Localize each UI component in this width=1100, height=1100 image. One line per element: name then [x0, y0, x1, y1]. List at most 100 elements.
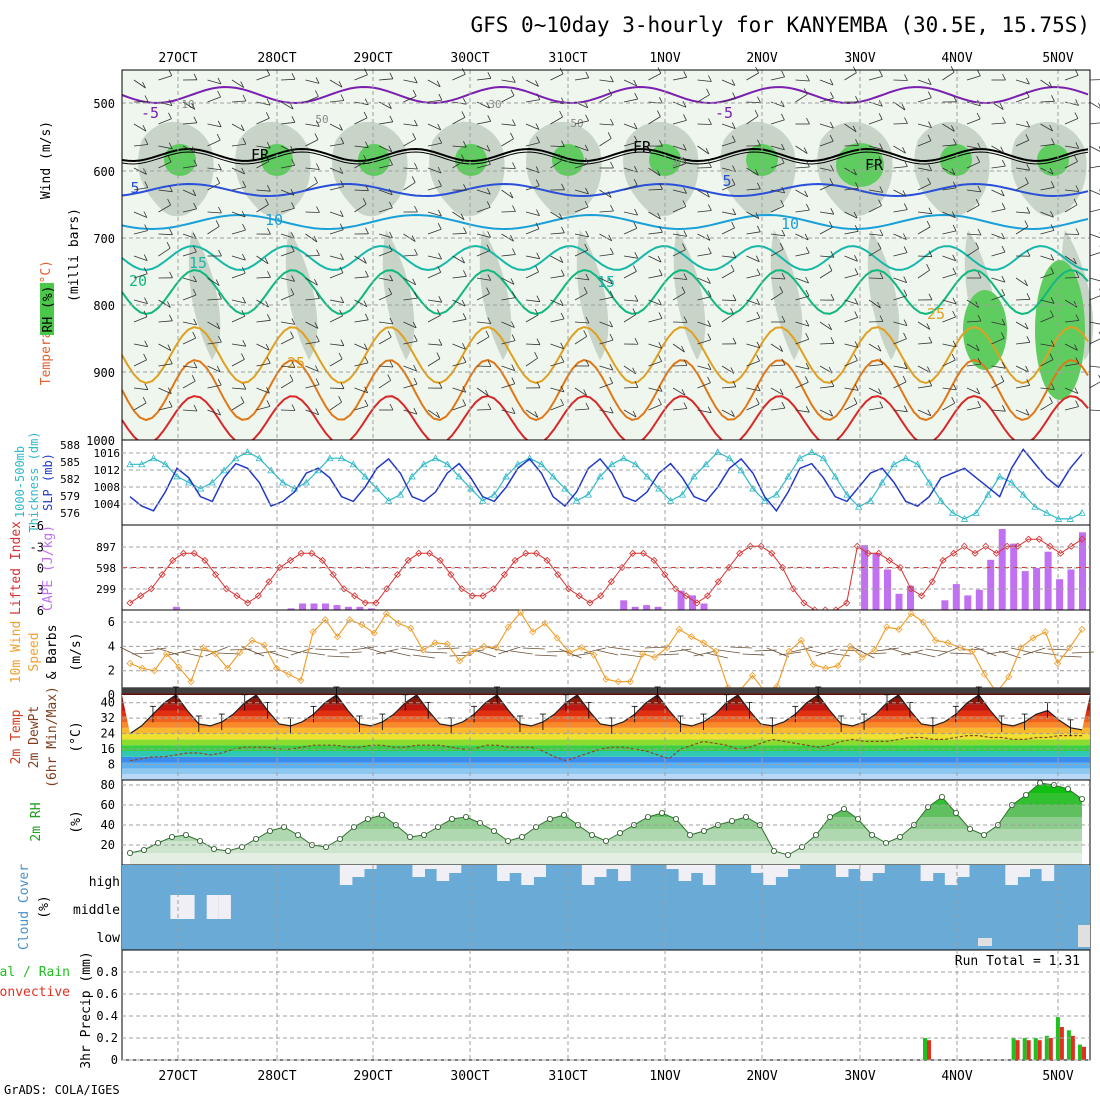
wind-barb-flag: [754, 110, 759, 117]
wind10m-point: [809, 661, 818, 669]
wind-barb: [991, 233, 1005, 240]
lifted-index-point: [244, 599, 252, 607]
wind-barb-flag: [462, 343, 466, 350]
wind-barb-flag: [218, 292, 222, 300]
wind-barb-flag: [682, 200, 687, 207]
wind10m-barb: [180, 651, 204, 658]
wind-barb-flag: [806, 203, 810, 211]
wind-barb: [819, 321, 832, 331]
wind-barb: [746, 211, 760, 219]
cloud-gap-middle: [182, 895, 195, 919]
wind-barb-flag: [218, 206, 222, 214]
wind10m-barb: [303, 651, 326, 656]
wind-barb: [868, 277, 884, 279]
temp-color-band: [122, 745, 1090, 751]
wind10m-point: [297, 676, 305, 684]
wind-barb-flag: [853, 211, 858, 219]
wind10m-point: [468, 647, 476, 655]
wind-barb-flag: [757, 182, 761, 189]
wind-barb-flag: [340, 137, 345, 144]
wind-barb-flag: [952, 224, 957, 232]
wind10m-units-label: (m/s): [69, 632, 84, 671]
contour-label: 10: [265, 211, 283, 229]
precip-total-bar: [1044, 1035, 1049, 1060]
wind10m-tick-label: 4: [108, 639, 115, 653]
lifted-index-point: [222, 585, 230, 593]
thickness-point: [467, 484, 475, 492]
wind-barb-flag: [854, 384, 859, 391]
lifted-index-point: [704, 592, 712, 600]
wind-barb: [1040, 230, 1055, 235]
cloud-gap-high: [702, 865, 716, 885]
wind-barb-flag: [389, 403, 394, 411]
cloud-gap-high: [666, 865, 680, 869]
wind-barb: [476, 233, 491, 238]
wind-barb: [501, 409, 516, 414]
wind-barb-flag: [976, 155, 981, 163]
wind-barb: [525, 271, 539, 279]
cloud-gap-high: [956, 865, 970, 877]
temp2m-tick-label: 8: [108, 758, 115, 772]
wind-barb-flag: [658, 385, 663, 392]
wind-barb-flag: [291, 404, 296, 411]
wind-barb-flag: [975, 199, 980, 206]
wind-barb-flag: [290, 189, 295, 196]
wind-barb: [378, 233, 393, 239]
wind-barb-flag: [1001, 275, 1006, 283]
thickness-point: [514, 460, 522, 468]
wind-barb: [403, 340, 418, 345]
wind-barb-flag: [217, 90, 221, 98]
wind-barb: [991, 189, 1005, 197]
wind-barb: [795, 381, 809, 389]
wind-barb-flag: [926, 323, 931, 330]
wind-barb-flag: [706, 234, 711, 241]
thickness-point: [666, 496, 675, 504]
wind-barb-flag: [413, 364, 417, 372]
wind-barb: [207, 79, 222, 85]
wind-barb: [1064, 189, 1079, 192]
cloud-gap-middle: [206, 895, 219, 919]
wind-barb: [648, 255, 662, 263]
wind-barb-flag: [609, 377, 614, 384]
wind-barb: [697, 189, 710, 198]
lifted-index-point: [950, 549, 958, 557]
lifted-index-point: [736, 549, 744, 557]
wind-barb-flag: [951, 211, 956, 218]
contour-label: 20: [129, 272, 147, 290]
wind-barb-flag: [559, 299, 564, 306]
thickness-point: [949, 509, 957, 516]
wind-barb: [182, 208, 197, 213]
rh2m-point: [659, 810, 666, 817]
rh2m-point: [252, 836, 259, 843]
wind-barb-flag: [340, 339, 345, 346]
wind10m-point: [944, 639, 952, 647]
wind-barb: [574, 163, 589, 169]
lifted-index-point: [201, 556, 209, 564]
wind-barb: [1015, 183, 1029, 191]
precip-tick-label: 0.6: [96, 987, 118, 1001]
contour-label: 15: [189, 254, 207, 272]
wind-barb: [844, 123, 857, 133]
wind-barb-flag: [928, 379, 933, 386]
wind-barb-flag: [291, 318, 296, 325]
wind-barb: [427, 343, 442, 346]
wind-barb: [868, 162, 883, 169]
wind-barb-flag: [903, 362, 908, 369]
temp-color-band: [122, 768, 1090, 775]
cloud-gap-high: [751, 865, 764, 873]
wind-barb-flag: [707, 247, 712, 254]
wind-barb: [721, 227, 735, 235]
wind-barb: [133, 187, 148, 191]
wind-barb-flag: [365, 141, 369, 148]
lifted-index-point: [1067, 542, 1075, 550]
wind-barb: [1089, 145, 1100, 152]
wind-barb-flag: [757, 139, 761, 146]
pressure-tick-label: 800: [93, 299, 115, 313]
wind-barb-flag: [338, 81, 343, 88]
wind-barb: [403, 138, 416, 147]
li-tick-label: 0: [37, 562, 44, 576]
wind-barb: [1015, 123, 1030, 128]
wind-barb-flag: [950, 66, 955, 73]
wind-barb: [1015, 211, 1030, 214]
